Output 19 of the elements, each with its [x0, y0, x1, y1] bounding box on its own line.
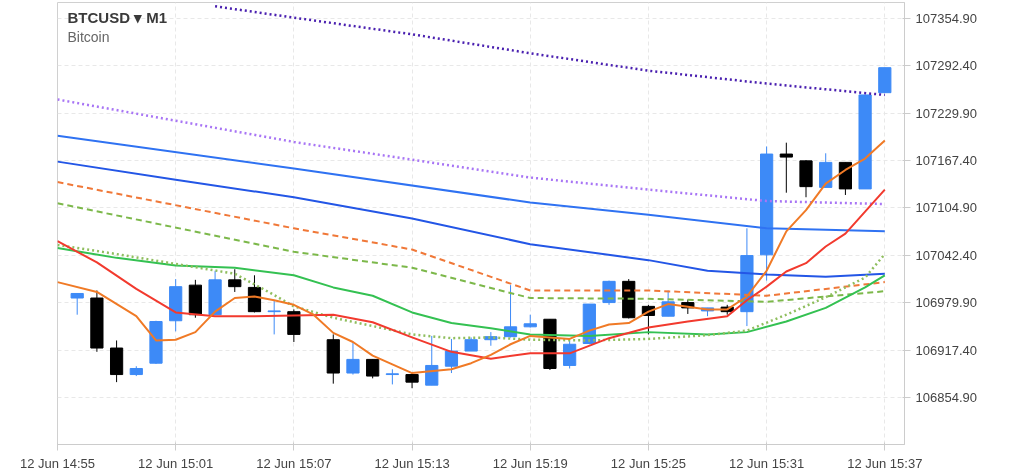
x-tick-label: 12 Jun 15:01 — [138, 455, 214, 471]
x-tick-label: 12 Jun 14:55 — [19, 455, 96, 471]
y-tick-label: 107292.40 — [915, 58, 977, 74]
x-tick-label: 12 Jun 15:25 — [610, 455, 687, 471]
x-tick-label: 12 Jun 15:19 — [492, 455, 568, 471]
y-tick-label: 107229.90 — [915, 105, 977, 121]
x-tick-label: 12 Jun 15:13 — [374, 455, 450, 471]
y-tick-label: 106854.90 — [915, 389, 977, 405]
x-tick-label: 12 Jun 15:07 — [256, 455, 332, 471]
y-tick-label: 107104.90 — [915, 200, 977, 216]
x-tick-label: 12 Jun 15:31 — [729, 455, 805, 471]
y-tick-label: 107042.40 — [915, 247, 977, 263]
y-tick-label: 107167.40 — [915, 153, 977, 169]
chart-title: BTCUSD ▾ M1 — [67, 8, 168, 26]
text: Bitcoin — [67, 28, 110, 45]
y-tick-label: 106979.90 — [915, 295, 977, 311]
y-tick-label: 106917.40 — [915, 342, 977, 358]
y-tick-label: 107354.90 — [915, 10, 977, 26]
x-tick-label: 12 Jun 15:37 — [847, 455, 923, 471]
